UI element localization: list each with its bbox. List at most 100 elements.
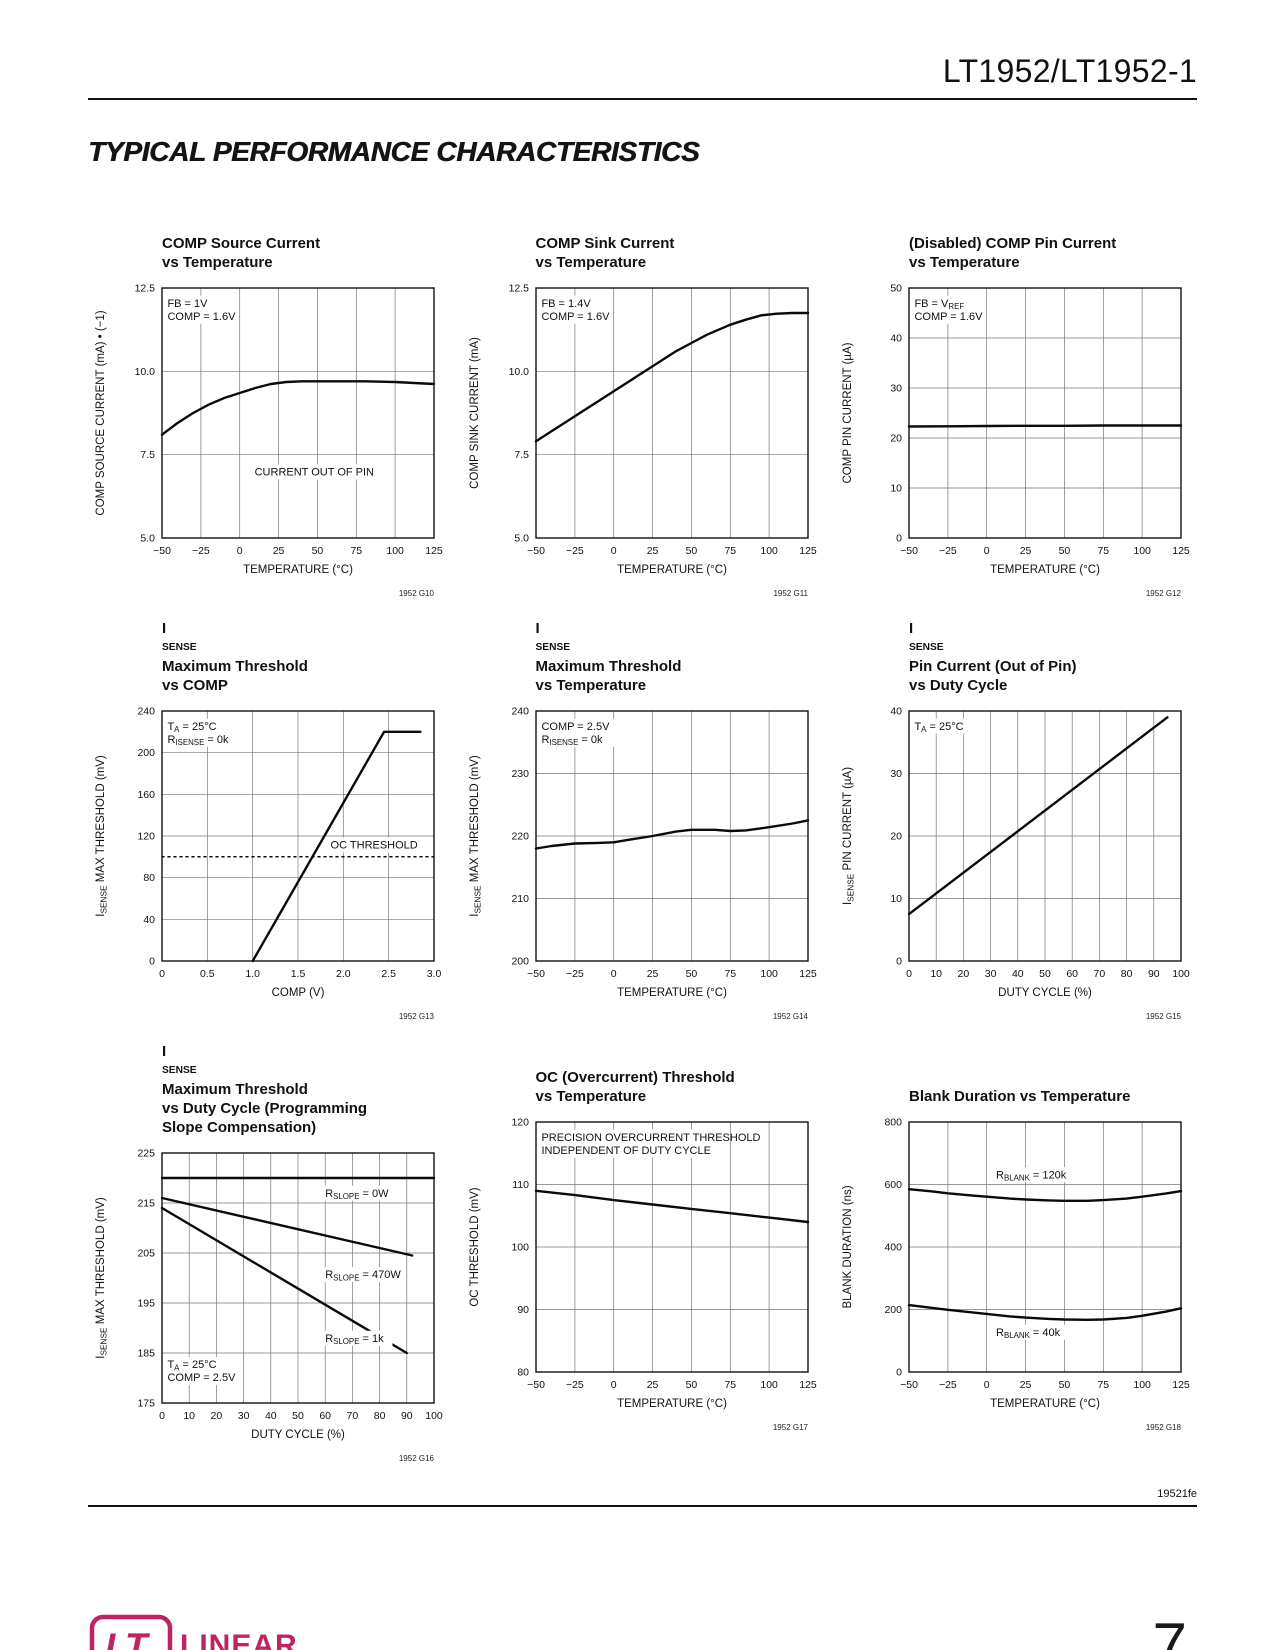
chart-text: DUTY CYCLE (%) (998, 987, 1092, 999)
chart-text: −25 (939, 545, 957, 557)
chart-text: 50 (1039, 968, 1051, 980)
chart-cell-6: I SENSE Pin Current (Out of Pin) vs Duty C… (835, 619, 1197, 1028)
chart-text: FB = VREF (914, 298, 964, 311)
chart-text: TEMPERATURE (°C) (990, 564, 1100, 576)
chart-text: 3.0 (427, 968, 442, 980)
chart-text: 10 (930, 968, 942, 980)
charts-grid: COMP Source Current vs Temperature −50 −25… (88, 208, 1197, 1470)
chart-text: RBLANK = 40k (996, 1327, 1061, 1340)
plot-border (534, 1121, 809, 1373)
logo-name: LINEAR (180, 1629, 298, 1650)
chart-text: 25 (646, 545, 658, 557)
chart-text: 220 (511, 831, 529, 843)
chart-text: 25 (273, 545, 285, 557)
chart-text: DUTY CYCLE (%) (251, 1429, 345, 1441)
plot-border (534, 710, 809, 962)
chart-text: TEMPERATURE (°C) (617, 1398, 727, 1410)
chart-text: 90 (401, 1410, 413, 1422)
chart-title: I SENSE Pin Current (Out of Pin) vs Duty C… (909, 620, 1077, 694)
annotation-bg (912, 718, 970, 734)
chart-text: 100 (425, 1410, 443, 1422)
series-comp-source-current (160, 380, 436, 436)
series-rblank-40k (907, 1303, 1183, 1321)
chart-cell-7: I SENSE Maximum Threshold vs Duty Cycle (P… (88, 1042, 450, 1470)
chart-text: −25 (192, 545, 210, 557)
chart-text: TA = 25°C (167, 1359, 216, 1372)
series-isense-pin-current (907, 716, 1169, 916)
chart-text: 125 (799, 545, 817, 557)
chart-text: 0 (906, 968, 912, 980)
chart-text: 80 (1121, 968, 1133, 980)
chart-text: 30 (238, 1410, 250, 1422)
chart-text: 0 (159, 968, 165, 980)
page-footer: LT LINEAR TECHNOLOGY 7 (88, 1611, 1197, 1650)
chart-text: 400 (884, 1242, 902, 1254)
chart-text: 200 (511, 956, 529, 968)
chart-text: −25 (939, 1379, 957, 1391)
chart-text: COMP (V) (272, 987, 325, 999)
chart-title: I SENSE Maximum Threshold vs Duty Cycle (P… (162, 1043, 368, 1136)
footer-rule (88, 1505, 1197, 1507)
chart-text: COMP = 2.5V (167, 1372, 236, 1384)
chart-text: 1.0 (245, 968, 260, 980)
chart-text: 7.5 (514, 449, 529, 461)
chart-text: TA = 25°C (914, 721, 963, 734)
chart-text: 600 (884, 1179, 902, 1191)
chart-text: 80 (143, 872, 155, 884)
chart-text: −50 (153, 545, 171, 557)
chart-text: COMP = 1.6V (914, 311, 983, 323)
series-isense-max-threshold-temp (534, 819, 809, 850)
chart-plot-1952-g14: −50 −25 0 25 50 75 100 125 200 210 220 230 240 TEMPER… (469, 706, 817, 1022)
header-rule (88, 98, 1197, 100)
series-oc-threshold (534, 1189, 809, 1224)
chart-text: 0 (610, 1379, 616, 1391)
chart-text: RISENSE = 0k (167, 734, 229, 747)
chart-text: 100 (386, 545, 404, 557)
chart-text: 90 (1148, 968, 1160, 980)
chart-text: 125 (799, 1379, 817, 1391)
series-isense-max-threshold (251, 730, 422, 963)
chart-text: OC THRESHOLD (mV) (469, 1187, 481, 1306)
annotation-bg (165, 295, 235, 324)
section-title: TYPICAL PERFORMANCE CHARACTERISTICS (88, 136, 700, 167)
chart-text: 800 (884, 1117, 902, 1129)
chart-cell-5: I SENSE Maximum Threshold vs Temperature −… (462, 619, 824, 1028)
chart-title: COMP Sink Current vs Temperature (535, 235, 675, 271)
chart-title: (Disabled) COMP Pin Current vs Temperatur… (909, 235, 1117, 271)
chart-text: 2.0 (336, 968, 351, 980)
annotation-bg (323, 1185, 393, 1201)
chart-text: 50 (685, 968, 697, 980)
chart-text: 100 (1172, 968, 1190, 980)
plot-border (534, 287, 809, 539)
chart-text: FB = 1V (167, 298, 208, 310)
chart-plot-1952-g13: 0 0.5 1.0 1.5 2.0 2.5 3.0 0 40 80 120 160 200 240 COMP… (95, 706, 442, 1022)
plot-border (908, 1121, 1182, 1373)
annotation-bg (336, 837, 412, 853)
chart-text: 2.5 (381, 968, 396, 980)
chart-text: 30 (890, 768, 902, 780)
chart-text: 60 (319, 1410, 331, 1422)
chart-cell-3: (Disabled) COMP Pin Current vs Temperatur… (835, 208, 1197, 605)
chart-text: 240 (137, 706, 155, 718)
page-number: 7 (1152, 1611, 1187, 1650)
chart-text: 10 (890, 893, 902, 905)
chart-text: 75 (724, 545, 736, 557)
chart-text: 0 (237, 545, 243, 557)
chart-text: 12.5 (135, 283, 156, 295)
chart-text: 125 (799, 968, 817, 980)
annotation-bg (538, 718, 615, 747)
chart-text: CURRENT OUT OF PIN (255, 467, 374, 479)
chart-text: 0 (149, 956, 155, 968)
chart-text: 1952 G17 (772, 1423, 808, 1432)
chart-text: TEMPERATURE (°C) (990, 1398, 1100, 1410)
chart-text: 120 (137, 831, 155, 843)
chart-text: −50 (527, 545, 545, 557)
annotation-bg (165, 1357, 235, 1385)
chart-text: COMP SINK CURRENT (mA) (469, 337, 481, 489)
chart-text: 50 (1059, 1379, 1071, 1391)
chart-text: 20 (890, 831, 902, 843)
chart-text: 210 (511, 893, 529, 905)
chart-text: 70 (1094, 968, 1106, 980)
chart-text: 50 (292, 1410, 304, 1422)
